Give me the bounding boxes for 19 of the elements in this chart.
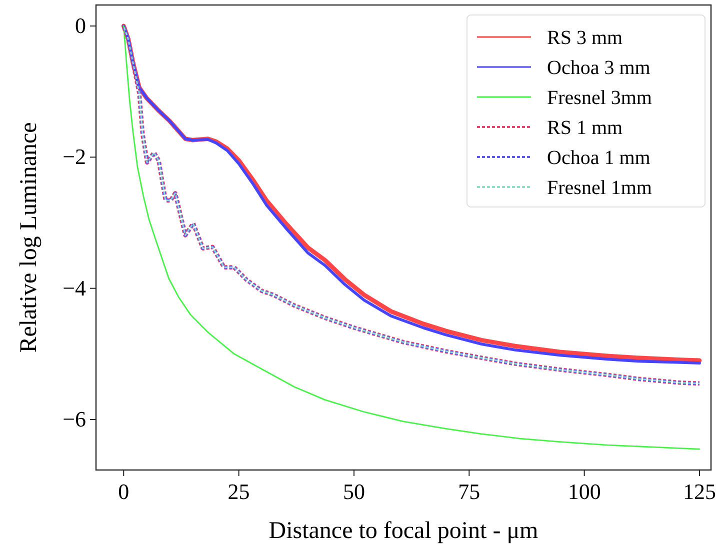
legend-label: Ochoa 3 mm [547, 57, 651, 79]
legend-label: RS 3 mm [547, 27, 624, 49]
y-tick-label: 0 [75, 12, 86, 38]
x-tick-label: 0 [118, 479, 130, 504]
x-tick-label: 75 [458, 479, 480, 504]
x-tick-label: 125 [682, 479, 716, 504]
y-tick-label: −6 [62, 406, 86, 432]
x-tick-label: 100 [568, 479, 601, 504]
legend-label: RS 1 mm [547, 117, 624, 139]
legend-label: Fresnel 3mm [547, 87, 652, 109]
y-tick-label: −2 [62, 144, 86, 170]
line-series [122, 25, 700, 450]
x-tick-label: 50 [342, 479, 365, 504]
y-tick-label: −4 [62, 275, 86, 300]
x-tick-label: 25 [228, 479, 250, 504]
legend-label: Ochoa 1 mm [547, 147, 651, 169]
x-axis-title: Distance to focal point - μm [268, 518, 539, 544]
y-axis-title: Relative log Luminance [16, 122, 42, 353]
legend-label: Fresnel 1mm [547, 177, 652, 199]
